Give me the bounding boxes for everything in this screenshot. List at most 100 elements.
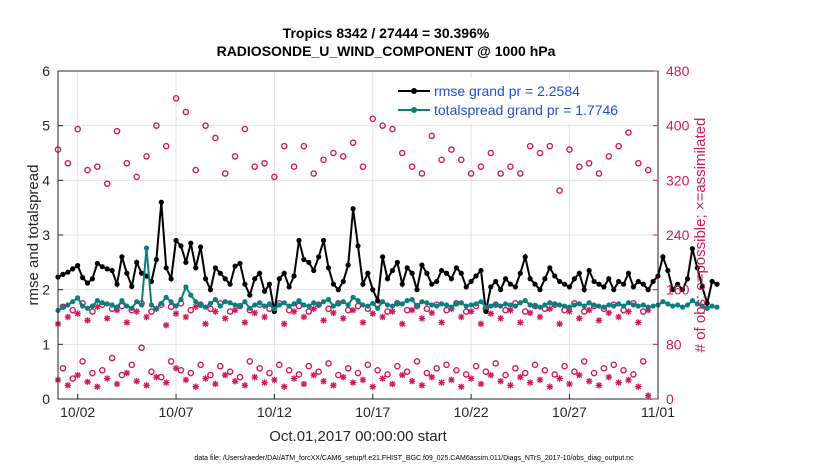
obs-possible-marker — [374, 366, 381, 374]
obs-assimilated-marker — [349, 379, 357, 386]
spread-point — [512, 303, 518, 309]
obs-assimilated-marker — [103, 375, 111, 382]
obs-possible-marker — [585, 159, 593, 167]
obs-possible-marker — [354, 369, 362, 377]
rmse-point — [394, 259, 400, 265]
rmse-point — [493, 278, 499, 285]
obs-assimilated-marker — [162, 322, 170, 329]
obs-possible-marker — [236, 373, 244, 381]
obs-possible-marker — [477, 163, 485, 170]
obs-assimilated-marker — [133, 308, 140, 315]
obs-possible-marker — [138, 344, 145, 352]
obs-assimilated-marker — [330, 382, 337, 389]
obs-possible-marker — [167, 358, 175, 365]
spread-point — [586, 300, 592, 306]
spread-point — [183, 284, 189, 290]
obs-possible-marker — [605, 153, 613, 160]
rmse-point — [296, 237, 302, 244]
obs-possible-marker — [502, 371, 509, 379]
rmse-point — [355, 243, 361, 249]
obs-possible-marker — [384, 371, 391, 378]
obs-assimilated-marker — [615, 313, 622, 321]
spread-point — [202, 304, 209, 310]
spread-point — [443, 302, 450, 308]
obs-possible-marker — [526, 142, 534, 150]
obs-possible-marker — [98, 366, 106, 374]
spread-point — [355, 298, 361, 304]
obs-assimilated-marker — [103, 315, 111, 322]
rmse-point — [134, 259, 140, 265]
rmse-point — [596, 281, 602, 287]
obs-possible-marker — [280, 142, 288, 150]
obs-possible-marker — [84, 166, 91, 174]
spread-point — [561, 303, 568, 309]
spread-point — [473, 301, 479, 307]
obs-possible-marker — [320, 156, 327, 164]
rmse-point — [340, 278, 346, 285]
spread-point — [271, 306, 277, 312]
rmse-point — [542, 276, 548, 282]
rmse-point — [379, 254, 386, 260]
obs-possible-marker — [310, 170, 318, 177]
obs-assimilated-marker — [162, 379, 170, 386]
obs-assimilated-marker — [320, 317, 327, 324]
obs-possible-marker — [133, 173, 140, 181]
obs-assimilated-marker — [625, 376, 632, 384]
spread-point — [188, 292, 194, 298]
rmse-point — [257, 270, 263, 276]
rmse-point — [70, 266, 76, 272]
spread-point — [227, 300, 233, 306]
obs-assimilated-marker — [408, 378, 416, 385]
rmse-point — [124, 270, 130, 276]
spread-point — [340, 299, 346, 305]
spread-point — [316, 302, 322, 308]
spread-point — [325, 296, 332, 303]
spread-point — [350, 294, 356, 300]
rmse-point — [286, 284, 292, 290]
spread-point — [542, 302, 548, 308]
x-tick-label: 10/12 — [257, 404, 292, 420]
obs-possible-marker — [482, 368, 490, 375]
obs-assimilated-marker — [438, 319, 445, 326]
obs-possible-marker — [103, 180, 111, 188]
spread-point — [640, 302, 646, 308]
rmse-point — [473, 273, 479, 279]
obs-possible-marker — [561, 362, 568, 370]
y-right-tick-label: 80 — [666, 336, 682, 352]
rmse-point — [291, 273, 297, 279]
spread-point — [178, 296, 184, 303]
obs-possible-marker — [639, 308, 647, 315]
obs-possible-marker — [438, 156, 445, 164]
spread-point — [635, 303, 641, 309]
obs-assimilated-marker — [94, 383, 101, 390]
obs-assimilated-marker — [300, 313, 308, 321]
obs-possible-marker — [226, 368, 234, 375]
obs-possible-marker — [305, 362, 313, 370]
obs-assimilated-marker — [182, 313, 190, 321]
rmse-point — [517, 270, 523, 276]
chart-title-line2: RADIOSONDE_U_WIND_COMPONENT @ 1000 hPa — [217, 43, 556, 59]
rmse-point — [178, 243, 184, 249]
spread-point — [330, 303, 337, 309]
obs-assimilated-marker — [182, 376, 190, 384]
rmse-point — [419, 262, 425, 268]
obs-possible-marker — [467, 170, 475, 177]
obs-assimilated-marker — [143, 382, 150, 389]
obs-possible-marker — [580, 308, 588, 315]
obs-possible-marker — [580, 358, 588, 365]
rmse-point — [399, 281, 405, 287]
obs-assimilated-marker — [595, 382, 603, 389]
rmse-point — [217, 270, 223, 276]
obs-possible-marker — [202, 122, 209, 129]
obs-assimilated-marker — [546, 305, 554, 312]
obs-possible-marker — [295, 371, 303, 378]
obs-possible-marker — [423, 305, 431, 313]
rmse-point — [512, 284, 518, 290]
obs-assimilated-marker — [153, 373, 160, 381]
series-layer — [55, 199, 720, 315]
obs-possible-marker — [487, 149, 495, 157]
obs-assimilated-marker — [418, 382, 426, 389]
rmse-point — [670, 287, 676, 293]
obs-assimilated-marker — [487, 310, 494, 317]
rmse-point — [675, 281, 681, 287]
